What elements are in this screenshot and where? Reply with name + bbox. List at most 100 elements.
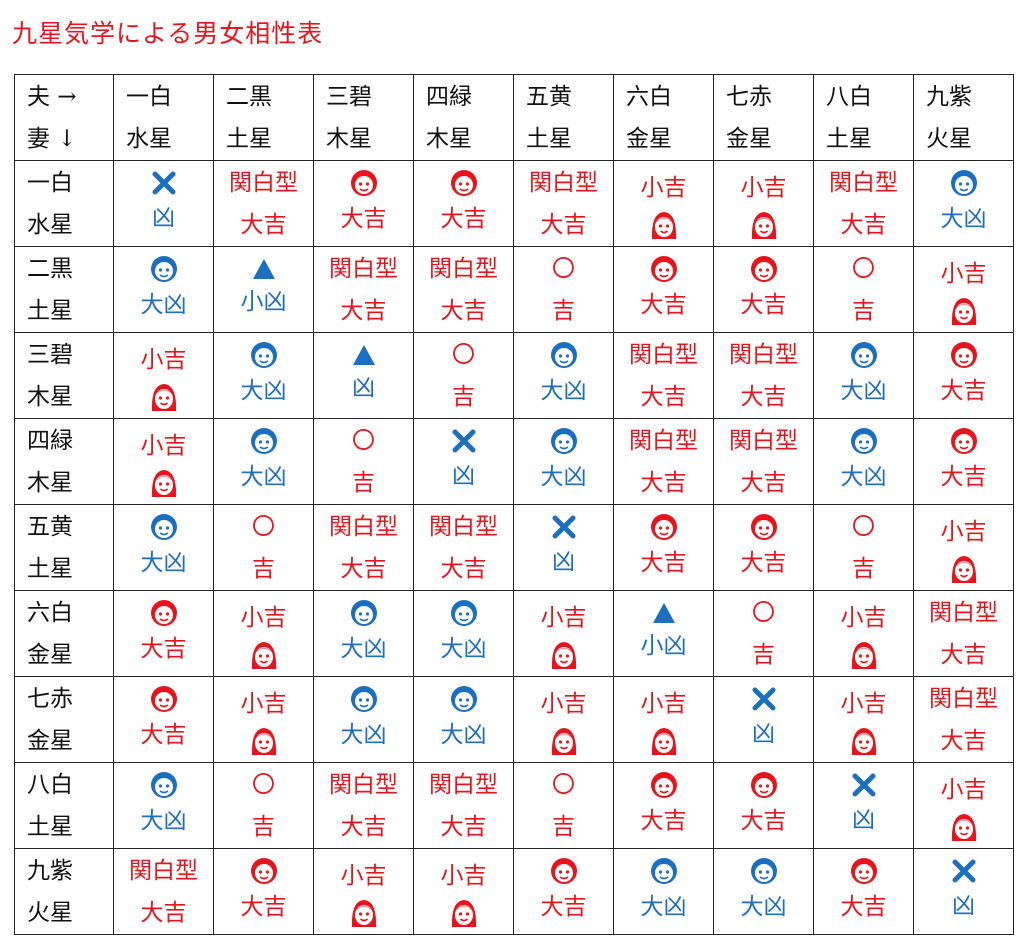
cell-bottom-text: 大吉 [940, 377, 987, 404]
cell-top-text: 関白型 [729, 341, 798, 368]
cell-bottom-text: 大凶 [840, 463, 887, 490]
man-face-icon [114, 512, 213, 542]
row-element: 金星 [27, 641, 73, 668]
triangle-icon [214, 257, 313, 281]
compatibility-cell: 小吉 [113, 332, 214, 419]
compatibility-cell: 大吉 [213, 848, 314, 935]
table-row: 二黒 土星 大凶 小凶 関白型 大吉 関白型 大吉〇吉大吉 大吉〇吉小吉 [14, 246, 1014, 333]
row-element: 金星 [27, 727, 73, 754]
compatibility-cell: 大凶 [413, 676, 514, 763]
cell-top-text: 小吉 [840, 604, 887, 631]
row-header: 九紫 火星 [14, 848, 114, 935]
table-row: 六白 金星 大吉 小吉 大凶 大凶 小吉 小凶〇吉小吉 関白型 大吉 [14, 590, 1014, 677]
cell-top-text: 小吉 [840, 690, 887, 717]
compatibility-cell: 小吉 [513, 676, 614, 763]
table-row: 一白 水星凶関白型 大吉 大吉 大吉 関白型 大吉 小吉 小吉 関白型 大吉 大凶 [14, 160, 1014, 247]
cell-top-text: 関白型 [429, 513, 498, 540]
cell-bottom-text: 吉 [452, 383, 475, 410]
compatibility-cell: 凶 [313, 332, 414, 419]
cell-bottom-text: 吉 [552, 297, 575, 324]
cell-bottom-text: 大凶 [640, 893, 687, 920]
compatibility-cell: 大吉 [113, 590, 214, 677]
column-star-name: 五黄 [526, 83, 572, 110]
cell-bottom-text: 大凶 [440, 721, 487, 748]
compatibility-cell: 大凶 [813, 418, 914, 505]
compatibility-cell: 小吉 [313, 848, 414, 935]
row-header: 一白 水星 [14, 160, 114, 247]
cross-icon [114, 169, 213, 197]
cell-bottom-text: 大吉 [640, 469, 687, 496]
compatibility-cell: 小吉 [613, 160, 714, 247]
compatibility-cell: 凶 [413, 418, 514, 505]
compatibility-cell: 小吉 [913, 762, 1014, 849]
row-element: 土星 [27, 813, 73, 840]
cell-bottom-text: 大吉 [440, 813, 487, 840]
compatibility-cell: 関白型 大吉 [413, 504, 514, 591]
cell-top-text: 小吉 [340, 862, 387, 889]
man-face-icon [514, 426, 613, 456]
cell-top-text: 小吉 [540, 604, 587, 631]
cell-bottom-text: 吉 [552, 813, 575, 840]
compatibility-cell: 大吉 [913, 418, 1014, 505]
man-face-icon [714, 770, 813, 800]
cell-top-text: 関白型 [929, 685, 998, 712]
cell-top-text: 関白型 [529, 169, 598, 196]
man-face-icon [714, 254, 813, 284]
column-header: 四緑 木星 [413, 74, 514, 161]
cell-bottom-text: 小凶 [240, 288, 287, 315]
compatibility-cell: 〇吉 [213, 504, 314, 591]
man-face-icon [414, 168, 513, 198]
column-star-name: 七赤 [726, 83, 772, 110]
woman-face-icon [914, 295, 1013, 327]
compatibility-cell: 大凶 [113, 504, 214, 591]
compatibility-cell: 関白型 大吉 [713, 418, 814, 505]
man-face-icon [214, 856, 313, 886]
compatibility-cell: 関白型 大吉 [813, 160, 914, 247]
compatibility-cell: 大吉 [413, 160, 514, 247]
compatibility-cell: 関白型 大吉 [913, 676, 1014, 763]
cell-bottom-text: 吉 [252, 813, 275, 840]
man-face-icon [914, 168, 1013, 198]
cell-top-text: 小吉 [540, 690, 587, 717]
compatibility-cell: 小吉 [713, 160, 814, 247]
column-star-name: 一白 [126, 83, 172, 110]
compatibility-cell: 関白型 大吉 [613, 418, 714, 505]
compatibility-cell: 小吉 [413, 848, 514, 935]
cell-top-text: 小吉 [640, 690, 687, 717]
man-face-icon [314, 168, 413, 198]
cell-top-text: 関白型 [229, 169, 298, 196]
column-element: 土星 [526, 125, 572, 152]
compatibility-cell: 小吉 [513, 590, 614, 677]
column-header: 六白 金星 [613, 74, 714, 161]
cell-bottom-text: 大凶 [840, 377, 887, 404]
cell-bottom-text: 大凶 [140, 807, 187, 834]
compatibility-cell: 大凶 [613, 848, 714, 935]
cell-bottom-text: 大吉 [940, 727, 987, 754]
cell-bottom-text: 凶 [852, 806, 875, 833]
row-star-name: 三碧 [27, 341, 73, 368]
row-element: 土星 [27, 297, 73, 324]
column-header: 五黄 土星 [513, 74, 614, 161]
compatibility-cell: 大凶 [213, 418, 314, 505]
cell-bottom-text: 大吉 [540, 211, 587, 238]
cell-top-text: 〇 [752, 599, 775, 626]
row-star-name: 一白 [27, 169, 73, 196]
cell-top-text: 小吉 [140, 346, 187, 373]
woman-face-icon [114, 381, 213, 413]
row-header: 八白 土星 [14, 762, 114, 849]
man-face-icon [414, 684, 513, 714]
man-face-icon [814, 856, 913, 886]
cell-top-text: 〇 [452, 341, 475, 368]
compatibility-cell: 小吉 [113, 418, 214, 505]
compatibility-cell: 関白型 大吉 [113, 848, 214, 935]
cell-bottom-text: 大吉 [740, 807, 787, 834]
cell-bottom-text: 吉 [752, 641, 775, 668]
compatibility-cell: 関白型 大吉 [713, 332, 814, 419]
woman-face-icon [114, 467, 213, 499]
cross-icon [714, 685, 813, 713]
cross-icon [814, 771, 913, 799]
column-element: 金星 [726, 125, 772, 152]
cell-top-text: 〇 [852, 513, 875, 540]
compatibility-cell: 凶 [513, 504, 614, 591]
compatibility-cell: 大吉 [113, 676, 214, 763]
